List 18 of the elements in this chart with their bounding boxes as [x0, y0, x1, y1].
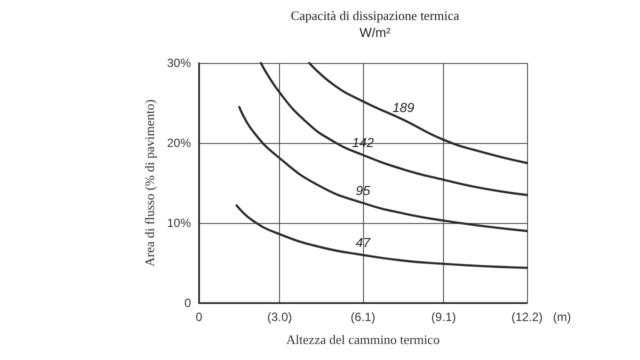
y-tick-label: 0	[184, 296, 192, 310]
series-label: 189	[392, 100, 414, 115]
x-tick-label: (6.1)	[350, 310, 376, 324]
line-series	[260, 62, 528, 196]
y-tick-label: 10%	[166, 216, 192, 230]
x-axis-title: Altezza del cammino termico	[286, 332, 440, 347]
line-series	[236, 204, 528, 269]
x-tick-label: (3.0)	[267, 310, 292, 324]
y-tick-label: 30%	[166, 56, 192, 70]
text: (m)	[553, 310, 571, 324]
x-tick-label: (9.1)	[431, 310, 456, 324]
y-axis-title: Area di flusso (% di pavimento)	[142, 99, 158, 267]
chart-title: Capacità di dissipazione termica	[290, 8, 460, 23]
x-tick-label: 0	[196, 310, 203, 324]
chart-subtitle: W/m²	[359, 25, 392, 40]
y-tick-label: 20%	[166, 136, 192, 150]
line-series	[308, 62, 528, 164]
x-tick-label: (12.2)	[511, 310, 543, 324]
